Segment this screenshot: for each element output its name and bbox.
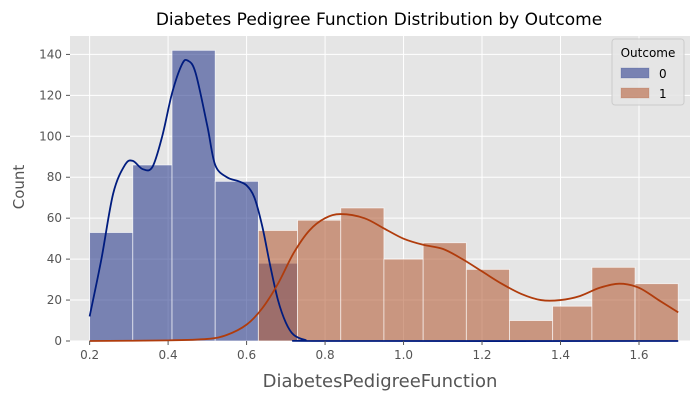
histogram-bar-outcome-1 <box>509 320 554 342</box>
x-axis-label: DiabetesPedigreeFunction <box>263 371 498 392</box>
kde-line-outcome-1 <box>89 213 679 342</box>
x-tick-label: 1.4 <box>551 348 570 362</box>
y-tick-label: 60 <box>47 211 62 225</box>
y-axis-ticks: 0 20 40 60 80 100 120 140 <box>39 47 70 348</box>
x-tick-label: 0.8 <box>316 348 335 362</box>
legend-title: Outcome <box>621 46 676 60</box>
histogram-bar-outcome-1 <box>422 242 467 342</box>
x-tick-label: 1.0 <box>394 348 413 362</box>
histogram-bar-outcome-0 <box>132 164 173 342</box>
legend-swatch-outcome-0 <box>620 67 650 79</box>
y-tick-label: 80 <box>47 170 62 184</box>
x-tick-label: 1.2 <box>472 348 491 362</box>
legend: Outcome 0 1 <box>611 38 685 106</box>
histogram-bar-outcome-1 <box>552 305 593 342</box>
histogram-bar-outcome-1 <box>634 283 679 342</box>
histogram-bar-outcome-1 <box>383 258 424 342</box>
x-tick-label: 0.4 <box>159 348 178 362</box>
y-tick-label: 20 <box>47 293 62 307</box>
y-tick-label: 0 <box>54 334 62 348</box>
histogram-bar-outcome-1 <box>591 266 636 342</box>
chart-title: Diabetes Pedigree Function Distribution … <box>156 10 602 30</box>
y-tick-label: 40 <box>47 252 62 266</box>
histogram-bar-outcome-0 <box>171 49 216 342</box>
y-tick-label: 140 <box>39 47 62 61</box>
histogram-bar-outcome-1 <box>297 219 342 342</box>
legend-label-outcome-0: 0 <box>659 67 667 81</box>
x-tick-label: 0.6 <box>237 348 256 362</box>
histogram-bar-outcome-0 <box>214 180 259 342</box>
histogram-bar-outcome-0 <box>89 232 134 342</box>
kde-line-outcome-0 <box>88 58 679 342</box>
histogram-bar-outcome-1 <box>257 230 298 342</box>
x-tick-label: 1.6 <box>629 348 648 362</box>
y-axis-label: Count <box>10 165 28 210</box>
x-axis-ticks: 0.2 0.4 0.6 0.8 1.0 1.2 1.4 1.6 <box>80 341 649 362</box>
y-tick-label: 120 <box>39 88 62 102</box>
y-tick-label: 100 <box>39 129 62 143</box>
x-tick-label: 0.2 <box>80 348 99 362</box>
legend-label-outcome-1: 1 <box>659 87 667 101</box>
histogram-bar-outcome-1 <box>340 207 385 342</box>
histogram-bar-outcome-1 <box>465 268 510 342</box>
kde-lines <box>88 58 679 342</box>
legend-swatch-outcome-1 <box>620 87 650 99</box>
